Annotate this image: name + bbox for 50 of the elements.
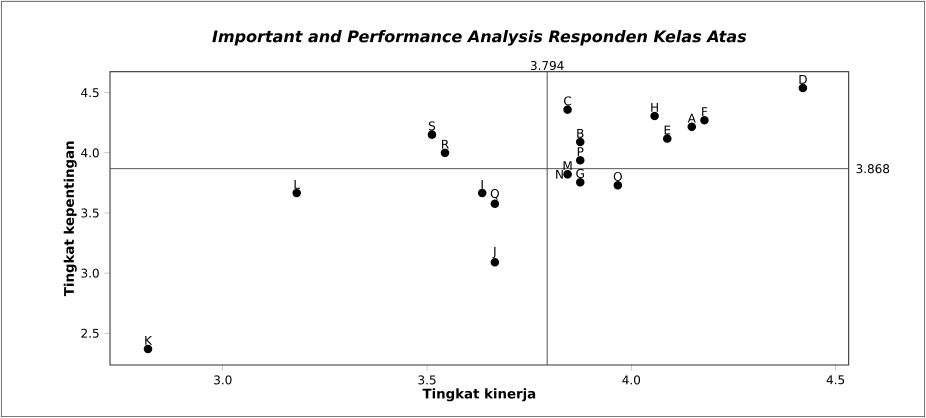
y-tick-label: 3.5: [81, 208, 99, 218]
point: [440, 148, 450, 158]
ref-line-label: 3.794: [530, 60, 564, 70]
point: [576, 156, 585, 165]
annotation: D: [799, 75, 807, 84]
annotation: M: [564, 161, 572, 170]
ref-line-label: 3.868: [856, 164, 890, 174]
y-tick-label: 4.0: [81, 148, 99, 158]
y-tick-label: 4.5: [81, 88, 99, 98]
annotation: K: [145, 336, 152, 345]
point: [688, 122, 696, 132]
annotation: G: [576, 168, 584, 178]
annotation: I: [482, 180, 483, 189]
point: [576, 138, 585, 146]
annotation: H: [651, 103, 658, 112]
point: [662, 134, 672, 143]
annotation: S: [428, 121, 436, 130]
point: [144, 344, 152, 354]
point: [490, 199, 500, 208]
x-tick-label: 4.0: [622, 375, 640, 384]
point: [614, 181, 622, 190]
annotation: P: [578, 147, 584, 156]
annotation: A: [688, 114, 696, 122]
x-tick-label: 3.0: [214, 375, 232, 384]
annotation: J: [492, 246, 496, 258]
chart-title: Important and Performance Analysis Responden Kelas Atas: [212, 30, 746, 46]
point: [650, 112, 659, 120]
x-tick-label: 3.5: [418, 375, 436, 384]
annotation: F: [702, 107, 708, 116]
annotation: B: [577, 129, 584, 138]
x-tick-label: 4.5: [826, 375, 844, 384]
x-axis-title: Tingkat kinerja: [422, 388, 536, 402]
annotation: C: [564, 96, 572, 106]
point: [563, 105, 572, 114]
point: [478, 188, 486, 198]
annotation: R: [442, 140, 449, 149]
annotation: N: [556, 170, 563, 179]
point: [292, 188, 301, 198]
point: [798, 84, 808, 92]
y-tick-label: 2.5: [81, 328, 99, 338]
point: [490, 258, 500, 267]
annotation: E: [664, 126, 670, 134]
point: [428, 130, 436, 139]
annotation: O: [614, 172, 622, 182]
point: [700, 116, 709, 125]
annotation: Q: [490, 188, 499, 200]
annotation: L: [294, 180, 300, 189]
y-tick-label: 3.0: [81, 268, 99, 278]
y-axis-title: Tingkat kepentingan: [64, 142, 77, 296]
point: [576, 178, 585, 187]
